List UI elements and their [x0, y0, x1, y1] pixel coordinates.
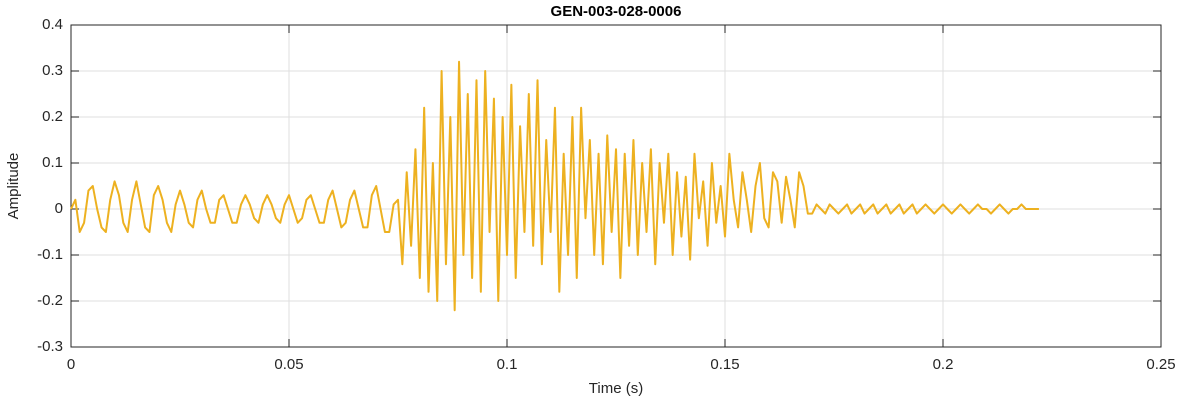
y-axis-label: Amplitude: [5, 153, 22, 220]
y-tick-label: 0: [55, 200, 63, 217]
x-tick-label: 0: [67, 356, 75, 373]
y-tick-label: -0.1: [37, 246, 63, 263]
x-axis-label: Time (s): [589, 380, 643, 397]
y-tick-label: 0.4: [42, 16, 63, 33]
y-tick-label: -0.3: [37, 338, 63, 355]
chart-title: GEN-003-028-0006: [551, 3, 682, 20]
x-tick-label: 0.1: [497, 356, 518, 373]
plot-frame: [70, 24, 1162, 348]
x-tick-label: 0.15: [710, 356, 739, 373]
waveform-line: [70, 60, 1039, 312]
x-tick-label: 0.25: [1146, 356, 1175, 373]
y-tick-label: 0.1: [42, 154, 63, 171]
y-tick-label: -0.2: [37, 292, 63, 309]
x-tick-label: 0.2: [933, 356, 954, 373]
y-tick-label: 0.3: [42, 62, 63, 79]
x-tick-label: 0.05: [274, 356, 303, 373]
y-tick-label: 0.2: [42, 108, 63, 125]
